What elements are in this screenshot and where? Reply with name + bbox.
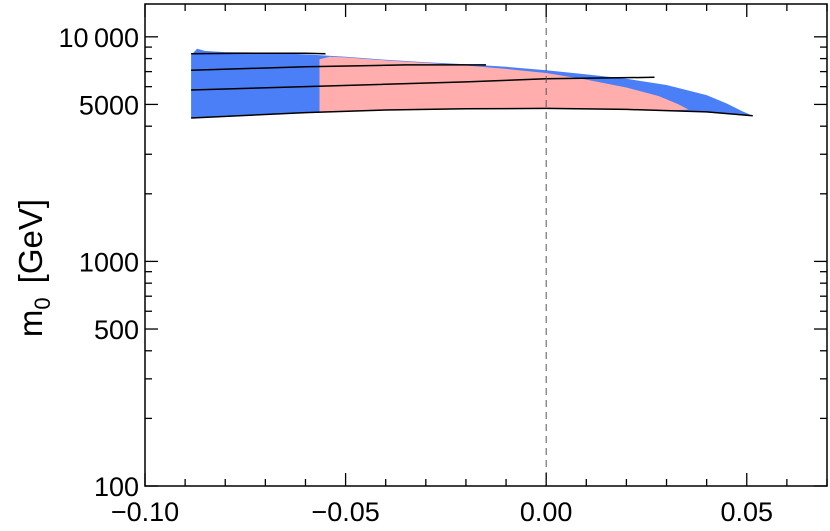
regions-layer bbox=[191, 48, 753, 119]
contour-line-4 bbox=[191, 107, 753, 119]
pink-region bbox=[319, 56, 689, 113]
plot-frame bbox=[144, 3, 828, 487]
x-tick-label: −0.05 bbox=[311, 497, 379, 527]
y-axis-label-unit: [GeV] bbox=[12, 199, 49, 283]
y-axis-label-main: m bbox=[12, 310, 49, 338]
y-tick-label: 100 bbox=[94, 472, 139, 502]
tick-labels-layer: −0.10 −0.05 0.00 0.05 100 500 1000 5000 10 000 bbox=[59, 23, 774, 527]
y-axis-label: m0 [GeV] bbox=[12, 199, 55, 337]
x-tick-label: 0.05 bbox=[720, 497, 773, 527]
contour-lines-layer bbox=[191, 52, 753, 119]
y-tick-label: 1000 bbox=[79, 247, 139, 277]
y-tick-label: 500 bbox=[94, 315, 139, 345]
y-tick-label: 10 000 bbox=[59, 23, 140, 53]
x-tick-label: 0.00 bbox=[520, 497, 573, 527]
contour-line-1 bbox=[191, 52, 326, 55]
y-axis-label-subscript: 0 bbox=[30, 297, 55, 309]
contour-line-3 bbox=[191, 76, 655, 91]
x-tick-label: −0.10 bbox=[111, 497, 179, 527]
y-tick-label: 5000 bbox=[79, 90, 139, 120]
contour-line-2 bbox=[191, 64, 486, 71]
